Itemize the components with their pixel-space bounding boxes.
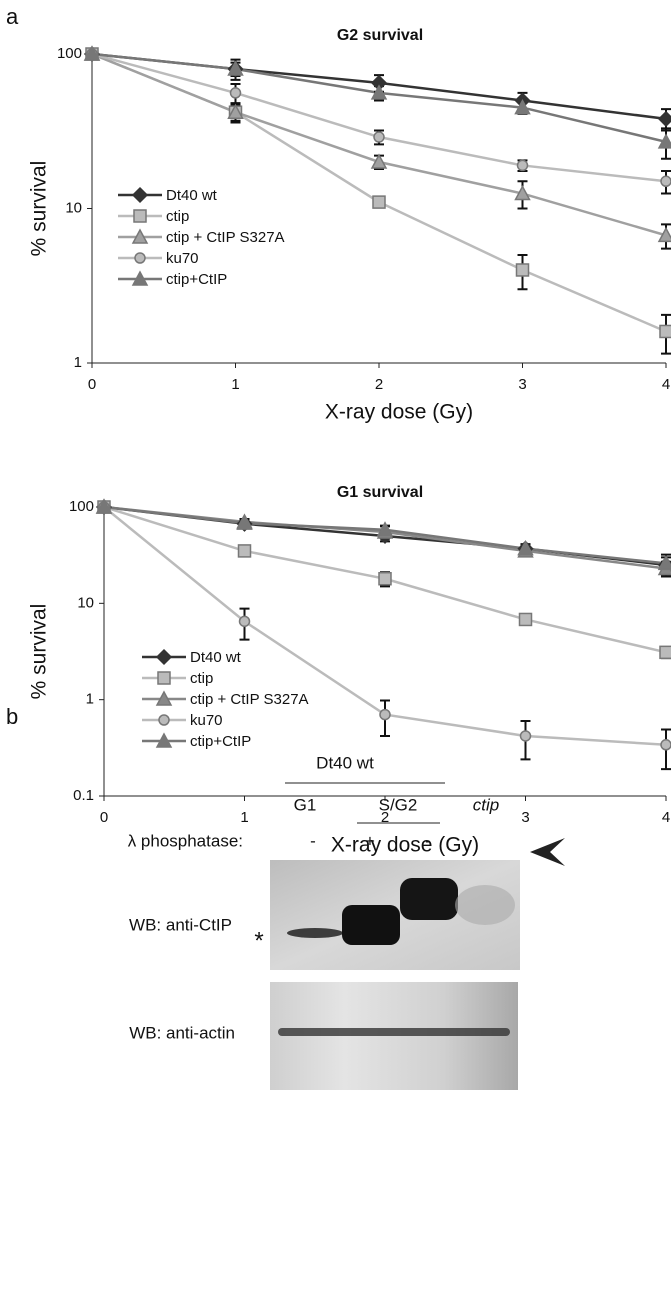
group-label: Dt40 wt (316, 753, 374, 772)
marker (231, 88, 241, 98)
figure: a b Dt40 wt G1 S/G2 ctip λ phosphatase: … (0, 0, 671, 1307)
x-tick-label: 3 (518, 376, 526, 393)
panel-label: b (6, 704, 18, 729)
marker (379, 573, 391, 585)
band (342, 905, 400, 945)
legend-label: ctip + CtIP S327A (190, 691, 309, 708)
legend-label: ku70 (190, 712, 223, 729)
y-axis-label: % survival (28, 604, 51, 700)
legend-label: ctip+CtIP (166, 271, 227, 288)
y-tick-label: 1 (86, 691, 94, 708)
treatment-label: λ phosphatase: (128, 831, 243, 850)
legend-label: Dt40 wt (166, 187, 218, 204)
x-axis-label: X-ray dose (Gy) (325, 401, 473, 424)
marker (133, 188, 147, 202)
lane-label: G1 (294, 795, 317, 814)
y-tick-label: 1 (74, 354, 82, 371)
asterisk: * (254, 927, 263, 954)
legend-label: ctip (166, 208, 189, 225)
band (400, 878, 458, 920)
marker (661, 176, 671, 186)
marker (518, 160, 528, 170)
band (278, 1028, 510, 1036)
panel-label: a (6, 4, 19, 29)
y-tick-label: 100 (57, 45, 82, 62)
x-axis-label: X-ray dose (Gy) (331, 834, 479, 857)
marker (659, 112, 671, 126)
x-tick-label: 4 (662, 809, 670, 826)
band (455, 885, 515, 925)
marker (374, 132, 384, 142)
y-tick-label: 0.1 (73, 787, 94, 804)
y-tick-label: 10 (65, 199, 82, 216)
legend-label: ctip+CtIP (190, 733, 251, 750)
band (287, 928, 343, 938)
marker (661, 740, 671, 750)
marker (660, 646, 671, 658)
marker (157, 650, 171, 664)
x-tick-label: 0 (88, 376, 96, 393)
lane-label: ctip (473, 795, 499, 814)
marker (239, 545, 251, 557)
chart-title: G1 survival (337, 484, 423, 501)
chart-title: G2 survival (337, 27, 423, 44)
marker (517, 264, 529, 276)
legend-label: ctip + CtIP S327A (166, 229, 285, 246)
x-tick-label: 2 (375, 376, 383, 393)
x-tick-label: 1 (240, 809, 248, 826)
marker (158, 672, 170, 684)
y-tick-label: 100 (69, 498, 94, 515)
treatment-mark: - (310, 831, 316, 850)
marker (373, 196, 385, 208)
x-tick-label: 0 (100, 809, 108, 826)
legend-label: ctip (190, 670, 213, 687)
x-tick-label: 4 (662, 376, 670, 393)
row-label: WB: anti-actin (129, 1023, 235, 1042)
x-tick-label: 1 (231, 376, 239, 393)
legend-label: Dt40 wt (190, 649, 242, 666)
marker (380, 710, 390, 720)
marker (159, 715, 169, 725)
marker (240, 616, 250, 626)
marker (521, 731, 531, 741)
western-blot: Dt40 wt G1 S/G2 ctip λ phosphatase: - + … (128, 753, 565, 1090)
marker (660, 325, 671, 337)
y-tick-label: 10 (77, 594, 94, 611)
marker (135, 253, 145, 263)
y-axis-label: % survival (28, 161, 51, 257)
marker (134, 210, 146, 222)
legend-label: ku70 (166, 250, 199, 267)
x-tick-label: 3 (521, 809, 529, 826)
row-label: WB: anti-CtIP (129, 915, 232, 934)
x-tick-label: 2 (381, 809, 389, 826)
marker (520, 613, 532, 625)
arrowhead (530, 838, 565, 866)
